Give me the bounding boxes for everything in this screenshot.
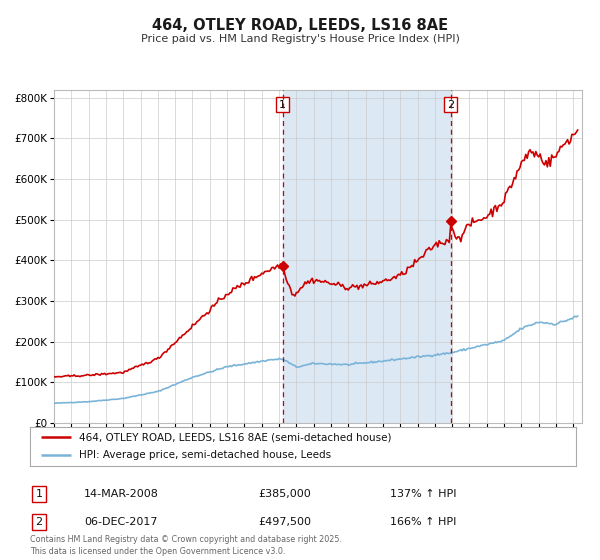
Text: 137% ↑ HPI: 137% ↑ HPI (390, 489, 457, 499)
Text: HPI: Average price, semi-detached house, Leeds: HPI: Average price, semi-detached house,… (79, 450, 331, 460)
Text: Price paid vs. HM Land Registry's House Price Index (HPI): Price paid vs. HM Land Registry's House … (140, 34, 460, 44)
Text: 464, OTLEY ROAD, LEEDS, LS16 8AE: 464, OTLEY ROAD, LEEDS, LS16 8AE (152, 18, 448, 32)
Text: 14-MAR-2008: 14-MAR-2008 (84, 489, 159, 499)
Text: Contains HM Land Registry data © Crown copyright and database right 2025.
This d: Contains HM Land Registry data © Crown c… (30, 535, 342, 556)
Bar (283, 90, 451, 423)
Text: 06-DEC-2017: 06-DEC-2017 (84, 517, 157, 527)
Text: 166% ↑ HPI: 166% ↑ HPI (390, 517, 457, 527)
Text: 1: 1 (35, 489, 43, 499)
Text: £497,500: £497,500 (258, 517, 311, 527)
Text: 2: 2 (447, 100, 454, 110)
Text: 2: 2 (35, 517, 43, 527)
Text: 1: 1 (279, 100, 286, 110)
Text: £385,000: £385,000 (258, 489, 311, 499)
Text: 464, OTLEY ROAD, LEEDS, LS16 8AE (semi-detached house): 464, OTLEY ROAD, LEEDS, LS16 8AE (semi-d… (79, 432, 392, 442)
